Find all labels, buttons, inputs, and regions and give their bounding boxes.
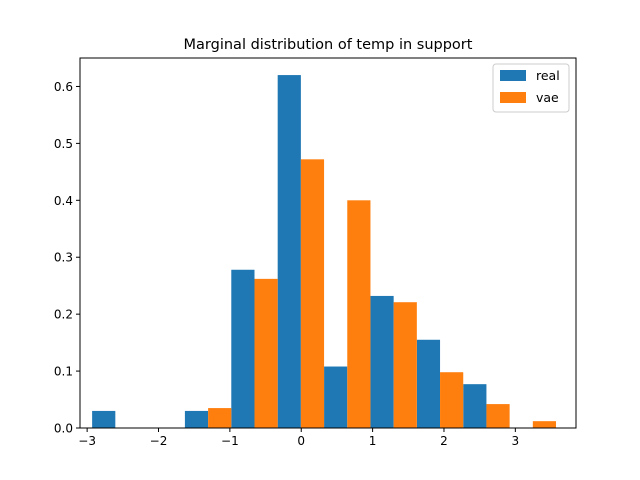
bar-real-4	[277, 75, 301, 429]
legend-swatch-vae	[500, 92, 526, 103]
y-tick-label: 0.1	[54, 365, 73, 379]
y-tick-label: 0.5	[54, 137, 73, 151]
bar-vae-6	[393, 302, 417, 428]
y-tick-label: 0.4	[54, 194, 73, 208]
y-tick-label: 0.6	[54, 80, 73, 94]
chart-title: Marginal distribution of temp in support	[184, 37, 473, 53]
bar-vae-2	[208, 408, 232, 428]
plot-frame	[79, 57, 577, 429]
bar-vae-7	[440, 372, 464, 428]
bar-vae-3	[254, 278, 278, 428]
bar-real-0	[92, 410, 116, 428]
y-tick-label: 0.3	[54, 251, 73, 265]
legend-label-vae: vae	[536, 90, 559, 105]
x-tick-label: 0	[297, 434, 305, 448]
bar-real-7	[416, 339, 441, 428]
bar-vae-4	[300, 159, 325, 429]
legend-swatch-real	[500, 70, 526, 81]
bar-real-8	[463, 384, 487, 428]
bar-vae-5	[347, 200, 371, 428]
legend-label-real: real	[536, 68, 560, 83]
bar-real-2	[184, 410, 209, 428]
bar-vae-8	[486, 404, 510, 428]
y-axis-ticks: 0.0 0.1 0.2 0.3 0.4 0.5 0.6	[54, 80, 80, 436]
y-tick-label: 0.2	[54, 308, 73, 322]
x-tick-label: −3	[78, 434, 96, 448]
bar-real-6	[370, 295, 394, 428]
x-tick-label: 2	[440, 434, 448, 448]
bar-real-3	[231, 269, 255, 428]
x-tick-label: 1	[369, 434, 377, 448]
x-tick-label: −2	[150, 434, 168, 448]
bars-layer	[92, 75, 557, 429]
y-tick-label: 0.0	[54, 422, 73, 436]
bar-real-5	[324, 366, 348, 428]
x-axis-ticks: −3 −2 −1 0 1 2 3	[78, 428, 519, 448]
x-tick-label: −1	[221, 434, 239, 448]
legend: real vae	[492, 63, 570, 113]
x-tick-label: 3	[512, 434, 520, 448]
bar-vae-9	[532, 421, 557, 428]
